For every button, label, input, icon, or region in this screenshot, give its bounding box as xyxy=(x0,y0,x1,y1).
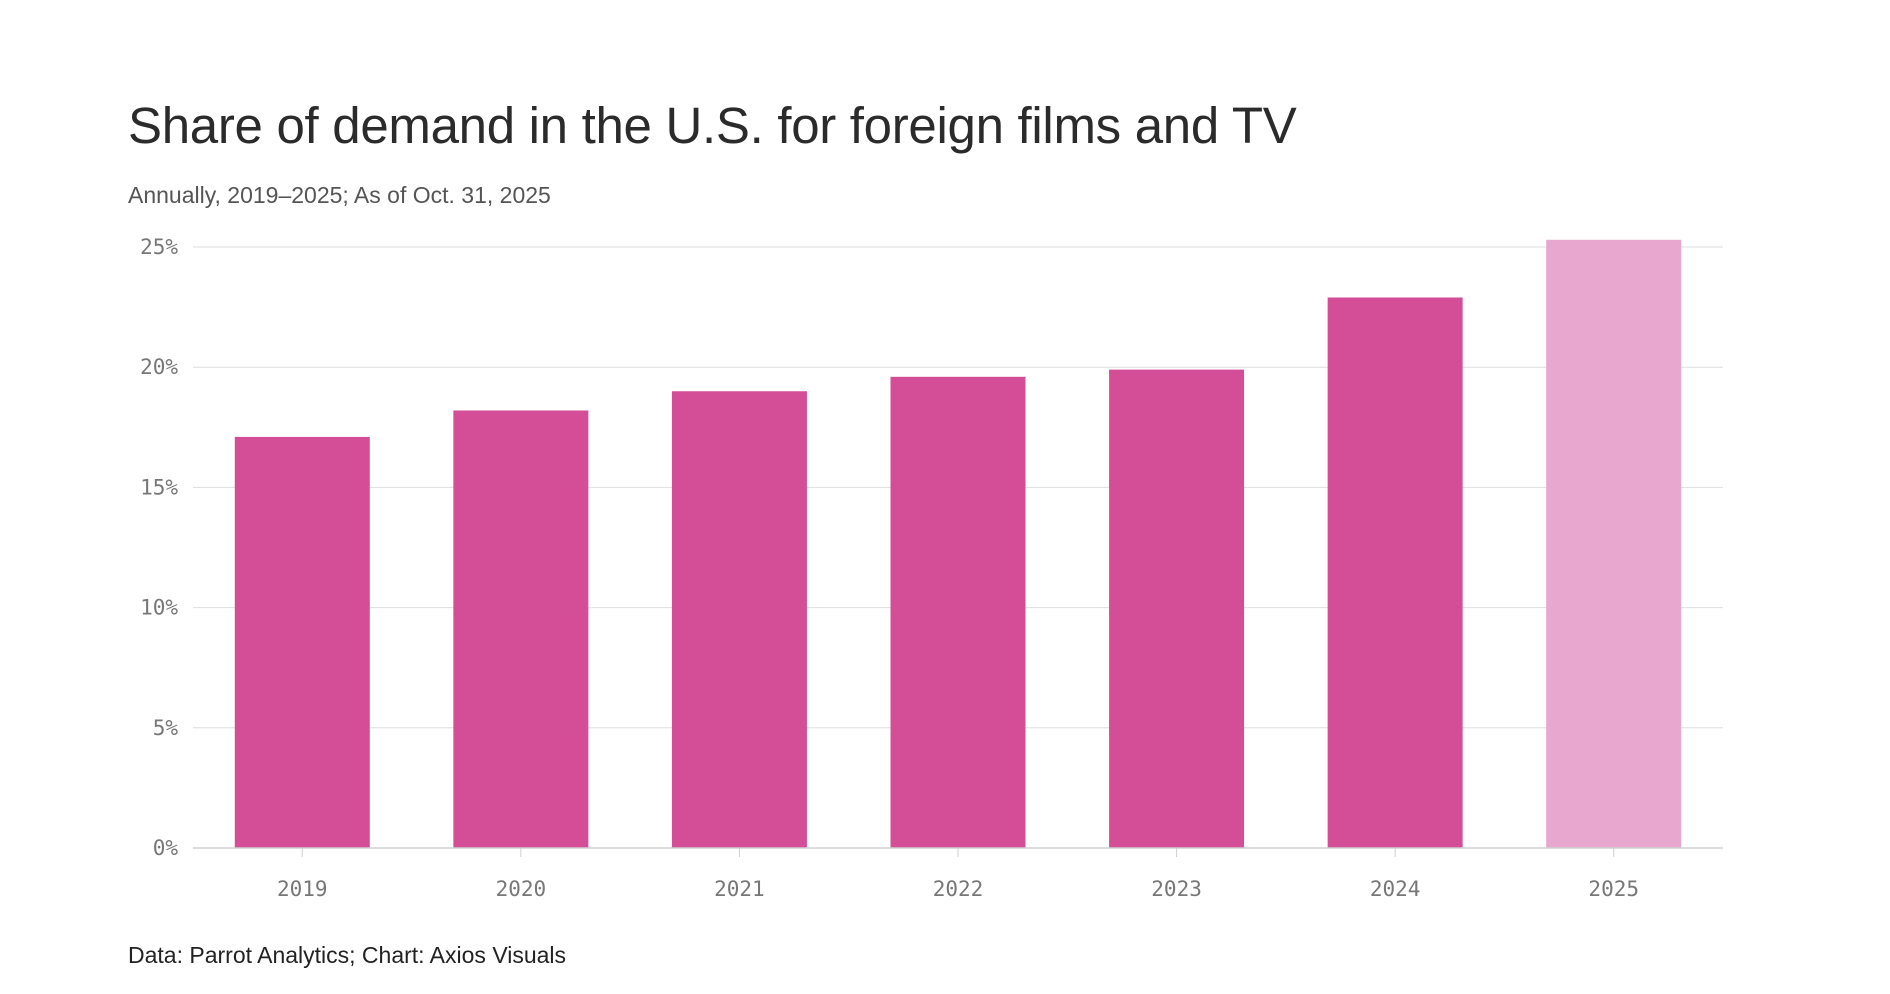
bar-2023 xyxy=(1109,369,1245,848)
chart-title: Share of demand in the U.S. for foreign … xyxy=(128,97,1297,154)
axes: 0% 5% 10% 15% 20% 25% 2019 2020 2021 2022 2023 2024… xyxy=(140,235,1723,901)
x-tick-label: 2020 xyxy=(496,877,547,901)
bar-2022 xyxy=(890,376,1026,848)
bar-2024 xyxy=(1327,297,1463,848)
y-tick-label: 10% xyxy=(140,596,178,620)
bar-2020 xyxy=(453,410,589,848)
y-tick-label: 0% xyxy=(153,836,179,860)
x-tick-label: 2022 xyxy=(933,877,984,901)
x-tick-label: 2023 xyxy=(1151,877,1202,901)
x-tick-label: 2021 xyxy=(714,877,765,901)
x-tick-label: 2024 xyxy=(1370,877,1421,901)
bar-2025 xyxy=(1546,239,1682,849)
y-tick-label: 20% xyxy=(140,355,178,379)
y-tick-label: 15% xyxy=(140,475,178,499)
bars xyxy=(234,239,1682,849)
chart-subtitle: Annually, 2019–2025; As of Oct. 31, 2025 xyxy=(128,182,551,208)
x-tick-label: 2019 xyxy=(277,877,328,901)
chart-source: Data: Parrot Analytics; Chart: Axios Vis… xyxy=(128,942,567,968)
bar-2021 xyxy=(671,391,807,848)
x-tick-label: 2025 xyxy=(1588,877,1639,901)
bar-2019 xyxy=(234,436,370,848)
y-tick-label: 5% xyxy=(153,716,179,740)
y-tick-label: 25% xyxy=(140,235,178,259)
